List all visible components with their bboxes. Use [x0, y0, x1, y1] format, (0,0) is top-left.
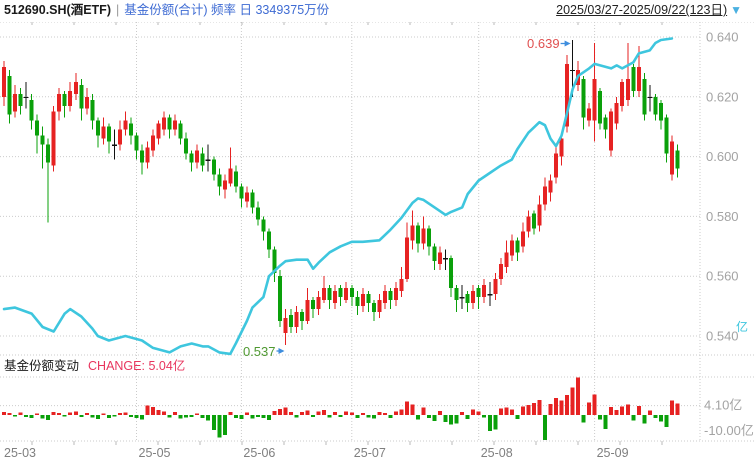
- svg-text:0.640: 0.640: [706, 30, 739, 45]
- chevron-down-icon[interactable]: ▼: [730, 3, 742, 17]
- share-change-label: 基金份额变动: [4, 359, 80, 373]
- svg-text:0.560: 0.560: [706, 269, 739, 284]
- svg-text:0.537: 0.537: [243, 344, 276, 359]
- title-separator: |: [115, 3, 120, 17]
- series-label[interactable]: 基金份额(合计) 频率 日 3349375万份: [124, 3, 330, 17]
- volume-axis-labels: 4.10亿 -10.00亿: [0, 398, 754, 438]
- svg-text:25-07: 25-07: [354, 446, 386, 460]
- price-gridlines: 0.640 0.620 0.600 0.580 0.560 0.540: [0, 30, 739, 344]
- share-line: [2, 37, 674, 356]
- candles-layer: [2, 40, 680, 345]
- symbol-title: 512690.SH(酒ETF): [4, 3, 111, 17]
- date-range-selector[interactable]: 2025/03/27-2025/09/22(123日): [556, 3, 728, 17]
- svg-text:0.600: 0.600: [706, 149, 739, 164]
- share-change-panel-header: 基金份额变动 CHANGE: 5.04亿: [4, 358, 185, 375]
- svg-text:25-06: 25-06: [243, 446, 275, 460]
- volume-bars: [2, 377, 680, 440]
- share-axis-unit: 亿: [736, 319, 748, 334]
- svg-text:0.639: 0.639: [527, 36, 560, 51]
- annotation-high: 0.639: [527, 36, 571, 51]
- svg-text:0.580: 0.580: [706, 209, 739, 224]
- chart-header: 512690.SH(酒ETF) | 基金份额(合计) 频率 日 3349375万份 …: [0, 0, 754, 22]
- svg-text:-10.00亿: -10.00亿: [704, 423, 754, 438]
- svg-text:0.620: 0.620: [706, 89, 739, 104]
- change-value-label: CHANGE: 5.04亿: [88, 359, 186, 373]
- svg-text:25-05: 25-05: [139, 446, 171, 460]
- svg-text:4.10亿: 4.10亿: [704, 398, 742, 413]
- annotation-low: 0.537: [243, 344, 285, 359]
- month-gridlines: 25-03 25-05 25-06 25-07 25-08 25-09: [4, 22, 663, 460]
- svg-text:0.540: 0.540: [706, 329, 739, 344]
- svg-text:25-08: 25-08: [481, 446, 513, 460]
- svg-text:25-03: 25-03: [4, 446, 36, 460]
- svg-text:25-09: 25-09: [597, 446, 629, 460]
